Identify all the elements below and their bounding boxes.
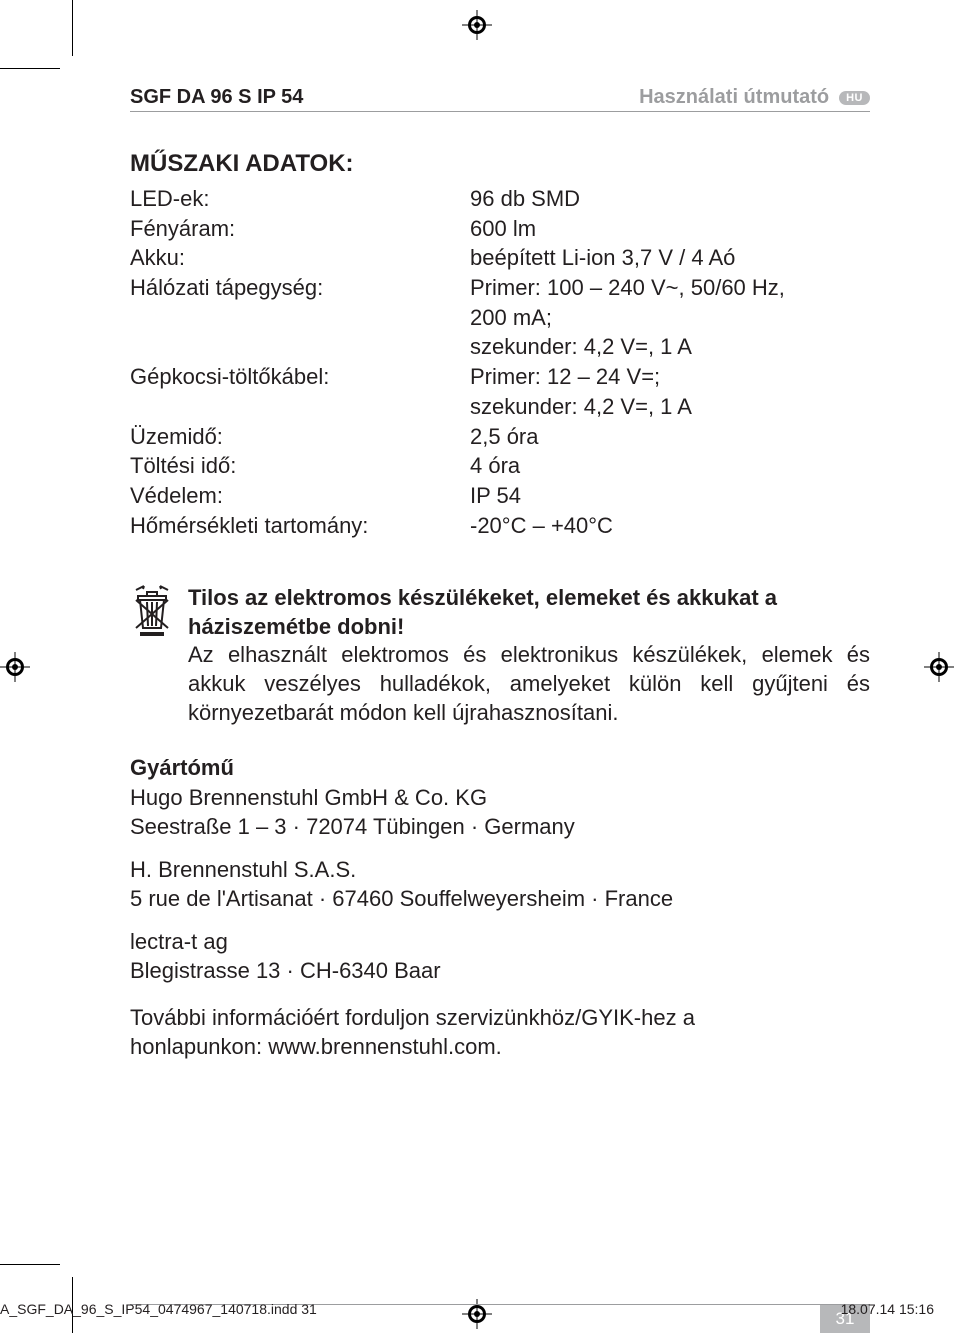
page-header: SGF DA 96 S IP 54 Használati útmutató HU xyxy=(130,86,870,112)
spec-value-line: szekunder: 4,2 V=, 1 A xyxy=(470,332,870,362)
crop-mark xyxy=(0,68,60,69)
spec-value: 2,5 óra xyxy=(470,422,870,452)
spec-value: 600 lm xyxy=(470,214,870,244)
section-title: MŰSZAKI ADATOK: xyxy=(130,150,870,178)
content-area: SGF DA 96 S IP 54 Használati útmutató HU… xyxy=(130,86,870,1061)
disposal-block: Tilos az elektromos készülékeket, elemek… xyxy=(130,584,870,727)
spec-label: Akku: xyxy=(130,243,470,273)
spec-row: Üzemidő:2,5 óra xyxy=(130,422,870,452)
address-line: lectra-t ag xyxy=(130,927,870,956)
spec-value: Primer: 100 – 240 V~, 50/60 Hz,200 mA;sz… xyxy=(470,273,870,362)
spec-value-line: 600 lm xyxy=(470,214,870,244)
more-info-line: További információért forduljon szervizü… xyxy=(130,1003,870,1032)
spec-row: Töltési idő:4 óra xyxy=(130,451,870,481)
spec-value-line: szekunder: 4,2 V=, 1 A xyxy=(470,392,870,422)
address-line: Hugo Brennenstuhl GmbH & Co. KG xyxy=(130,783,870,812)
spec-value: IP 54 xyxy=(470,481,870,511)
disposal-text: Tilos az elektromos készülékeket, elemek… xyxy=(188,584,870,727)
spec-label: Hőmérsékleti tartomány: xyxy=(130,511,470,541)
header-left: SGF DA 96 S IP 54 xyxy=(130,86,303,109)
spec-value: 96 db SMD xyxy=(470,184,870,214)
spec-label: Védelem: xyxy=(130,481,470,511)
spec-value: -20°C – +40°C xyxy=(470,511,870,541)
spec-value: Primer: 12 – 24 V=;szekunder: 4,2 V=, 1 … xyxy=(470,362,870,421)
header-right: Használati útmutató xyxy=(639,86,829,109)
spec-value-line: 200 mA; xyxy=(470,303,870,333)
specs-table: LED-ek:96 db SMDFényáram:600 lmAkku:beép… xyxy=(130,184,870,540)
spec-row: Hálózati tápegység:Primer: 100 – 240 V~,… xyxy=(130,273,870,362)
registration-mark-icon xyxy=(924,652,954,682)
footer-filename: A_SGF_DA_96_S_IP54_0474967_140718.indd 3… xyxy=(0,1301,317,1317)
spec-value: beépített Li-ion 3,7 V / 4 Aó xyxy=(470,243,870,273)
manufacturer-addresses: Hugo Brennenstuhl GmbH & Co. KGSeestraße… xyxy=(130,783,870,985)
spec-row: Fényáram:600 lm xyxy=(130,214,870,244)
language-badge: HU xyxy=(839,91,870,105)
address-group: H. Brennenstuhl S.A.S.5 rue de l'Artisan… xyxy=(130,855,870,913)
spec-label: Gépkocsi-töltőkábel: xyxy=(130,362,470,421)
disposal-title: Tilos az elektromos készülékeket, elemek… xyxy=(188,585,777,639)
spec-row: Akku:beépített Li-ion 3,7 V / 4 Aó xyxy=(130,243,870,273)
header-right-wrap: Használati útmutató HU xyxy=(639,86,870,109)
address-line: H. Brennenstuhl S.A.S. xyxy=(130,855,870,884)
spec-value-line: 4 óra xyxy=(470,451,870,481)
spec-row: LED-ek:96 db SMD xyxy=(130,184,870,214)
crop-mark xyxy=(72,0,73,56)
spec-value-line: IP 54 xyxy=(470,481,870,511)
address-line: Seestraße 1 – 3 · 72074 Tübingen · Germa… xyxy=(130,812,870,841)
spec-row: Hőmérsékleti tartomány:-20°C – +40°C xyxy=(130,511,870,541)
spec-value-line: beépített Li-ion 3,7 V / 4 Aó xyxy=(470,243,870,273)
address-line: 5 rue de l'Artisanat · 67460 Souffelweye… xyxy=(130,884,870,913)
spec-label: LED-ek: xyxy=(130,184,470,214)
spec-label: Üzemidő: xyxy=(130,422,470,452)
spec-value-line: Primer: 12 – 24 V=; xyxy=(470,362,870,392)
address-group: lectra-t agBlegistrasse 13 · CH-6340 Baa… xyxy=(130,927,870,985)
spec-value: 4 óra xyxy=(470,451,870,481)
spec-label: Hálózati tápegység: xyxy=(130,273,470,362)
registration-mark-icon xyxy=(462,10,492,40)
weee-bin-icon xyxy=(130,584,178,727)
spec-label: Töltési idő: xyxy=(130,451,470,481)
manufacturer-heading: Gyártómű xyxy=(130,755,870,781)
spec-value-line: -20°C – +40°C xyxy=(470,511,870,541)
spec-row: Gépkocsi-töltőkábel:Primer: 12 – 24 V=;s… xyxy=(130,362,870,421)
print-footer: A_SGF_DA_96_S_IP54_0474967_140718.indd 3… xyxy=(0,1301,954,1317)
disposal-body: Az elhasznált elektromos és elektronikus… xyxy=(188,641,870,727)
registration-mark-icon xyxy=(0,652,30,682)
spec-label: Fényáram: xyxy=(130,214,470,244)
crop-mark xyxy=(0,1264,60,1265)
page: SGF DA 96 S IP 54 Használati útmutató HU… xyxy=(0,0,954,1333)
more-info: További információért forduljon szervizü… xyxy=(130,1003,870,1061)
address-group: Hugo Brennenstuhl GmbH & Co. KGSeestraße… xyxy=(130,783,870,841)
spec-value-line: 96 db SMD xyxy=(470,184,870,214)
spec-value-line: Primer: 100 – 240 V~, 50/60 Hz, xyxy=(470,273,870,303)
address-line: Blegistrasse 13 · CH-6340 Baar xyxy=(130,956,870,985)
spec-row: Védelem:IP 54 xyxy=(130,481,870,511)
more-info-line: honlapunkon: www.brennenstuhl.com. xyxy=(130,1032,870,1061)
spec-value-line: 2,5 óra xyxy=(470,422,870,452)
footer-timestamp: 18.07.14 15:16 xyxy=(841,1301,934,1317)
